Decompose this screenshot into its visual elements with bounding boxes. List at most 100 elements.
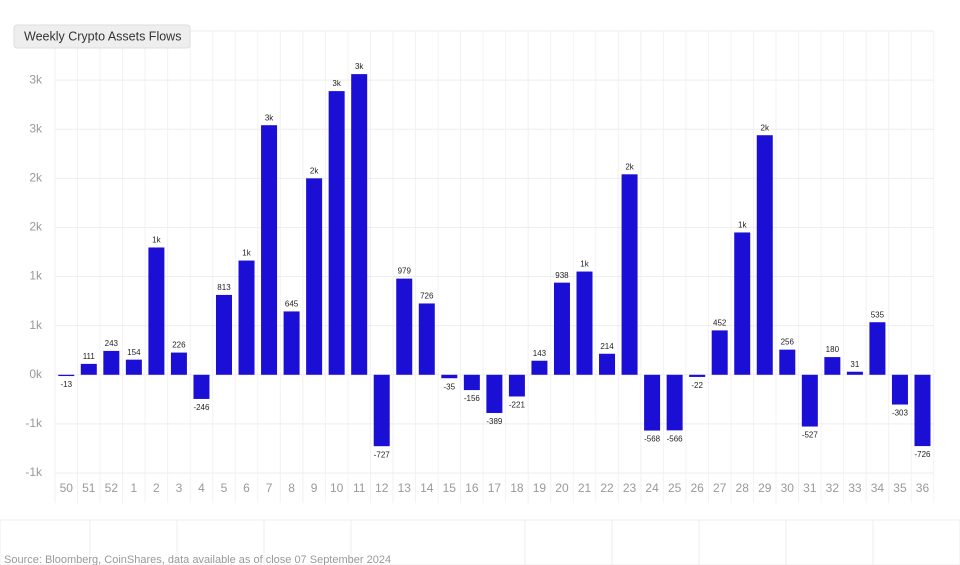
x-tick-label: 50: [60, 481, 74, 495]
x-tick-label: 31: [803, 481, 817, 495]
x-tick-label: 2: [153, 481, 160, 495]
value-label: 226: [172, 341, 186, 350]
value-label: 31: [850, 360, 859, 369]
y-tick-label: -1k: [25, 416, 43, 430]
value-label: -568: [644, 435, 661, 444]
value-label: 1k: [152, 236, 161, 245]
bar: [328, 91, 345, 375]
y-tick-label: 3k: [29, 72, 43, 86]
x-tick-label: 22: [600, 481, 614, 495]
x-tick-label: 13: [398, 481, 412, 495]
bar: [418, 303, 435, 375]
x-tick-label: 9: [311, 481, 318, 495]
x-tick-label: 35: [893, 481, 907, 495]
bar: [508, 374, 525, 397]
value-label: 2k: [310, 166, 319, 175]
x-tick-label: 1: [131, 481, 138, 495]
x-tick-label: 23: [623, 481, 637, 495]
bar: [869, 322, 886, 375]
bar: [125, 359, 142, 375]
footer-frame: [0, 519, 960, 565]
bar: [215, 294, 232, 375]
x-tick-label: 28: [736, 481, 750, 495]
value-label: -726: [914, 450, 931, 459]
value-label: 2k: [625, 162, 634, 171]
bar: [103, 350, 120, 375]
x-tick-label: 19: [533, 481, 547, 495]
x-tick-label: 21: [578, 481, 592, 495]
x-tick-label: 12: [375, 481, 389, 495]
bar: [689, 374, 706, 377]
value-label: -221: [509, 401, 526, 410]
value-label: 154: [127, 348, 141, 357]
chart-title: Weekly Crypto Assets Flows: [24, 29, 181, 43]
x-tick-label: 32: [826, 481, 840, 495]
value-label: 535: [871, 310, 885, 319]
value-label: 3k: [355, 62, 364, 71]
x-tick-label: 7: [266, 481, 273, 495]
value-label: 2k: [761, 123, 770, 132]
value-label: 111: [83, 352, 96, 361]
value-label: -22: [691, 381, 703, 390]
bar: [553, 282, 570, 375]
value-label: -389: [486, 417, 503, 426]
value-label: 143: [533, 349, 547, 358]
value-label: 645: [285, 300, 299, 309]
x-tick-label: 36: [916, 481, 930, 495]
x-tick-label: 52: [105, 481, 119, 495]
x-tick-label: 26: [690, 481, 704, 495]
y-tick-label: 1k: [29, 318, 43, 332]
value-label: 813: [217, 283, 231, 292]
value-label: -727: [374, 450, 391, 459]
x-tick-label: 5: [221, 481, 228, 495]
value-label: -527: [802, 431, 819, 440]
x-tick-label: 10: [330, 481, 344, 495]
x-tick-label: 3: [176, 481, 183, 495]
bar: [779, 349, 796, 375]
value-label: 1k: [242, 249, 251, 258]
value-label: 452: [713, 318, 727, 327]
y-tick-label: 2k: [29, 171, 43, 185]
plot: -1k-1k0k1k1k2k2k3k3k50-13511115224311542…: [25, 30, 935, 503]
value-label: 1k: [738, 221, 747, 230]
bar: [351, 74, 368, 375]
bar: [644, 374, 661, 431]
value-label: 3k: [332, 79, 341, 88]
value-label: -246: [193, 403, 210, 412]
bar: [238, 260, 255, 375]
x-tick-label: 4: [198, 481, 205, 495]
x-tick-label: 18: [510, 481, 524, 495]
x-tick-label: 24: [645, 481, 659, 495]
value-label: 3k: [265, 113, 274, 122]
bar: [734, 232, 751, 375]
bar: [396, 278, 413, 375]
value-label: 979: [398, 267, 412, 276]
value-label: 243: [105, 339, 119, 348]
bar: [621, 174, 638, 375]
bar: [891, 374, 908, 405]
bar: [283, 311, 300, 375]
bar: [846, 371, 863, 375]
x-tick-label: 15: [443, 481, 457, 495]
x-tick-label: 29: [758, 481, 772, 495]
value-label: -35: [444, 382, 456, 391]
y-tick-label: 0k: [29, 367, 43, 381]
x-tick-label: 8: [288, 481, 295, 495]
x-tick-label: 27: [713, 481, 727, 495]
value-label: 180: [826, 345, 840, 354]
value-label: 726: [420, 292, 434, 301]
bar: [306, 178, 323, 375]
bar: [666, 374, 683, 431]
x-tick-label: 16: [465, 481, 479, 495]
x-tick-label: 30: [781, 481, 795, 495]
y-tick-label: 3k: [29, 121, 43, 135]
bar: [148, 247, 165, 375]
bar: [824, 357, 841, 375]
bar: [193, 374, 210, 399]
value-label: -156: [464, 394, 481, 403]
bar: [756, 135, 773, 375]
bar: [486, 374, 503, 413]
footer-dividers: [89, 520, 874, 565]
x-tick-label: 11: [353, 481, 366, 495]
